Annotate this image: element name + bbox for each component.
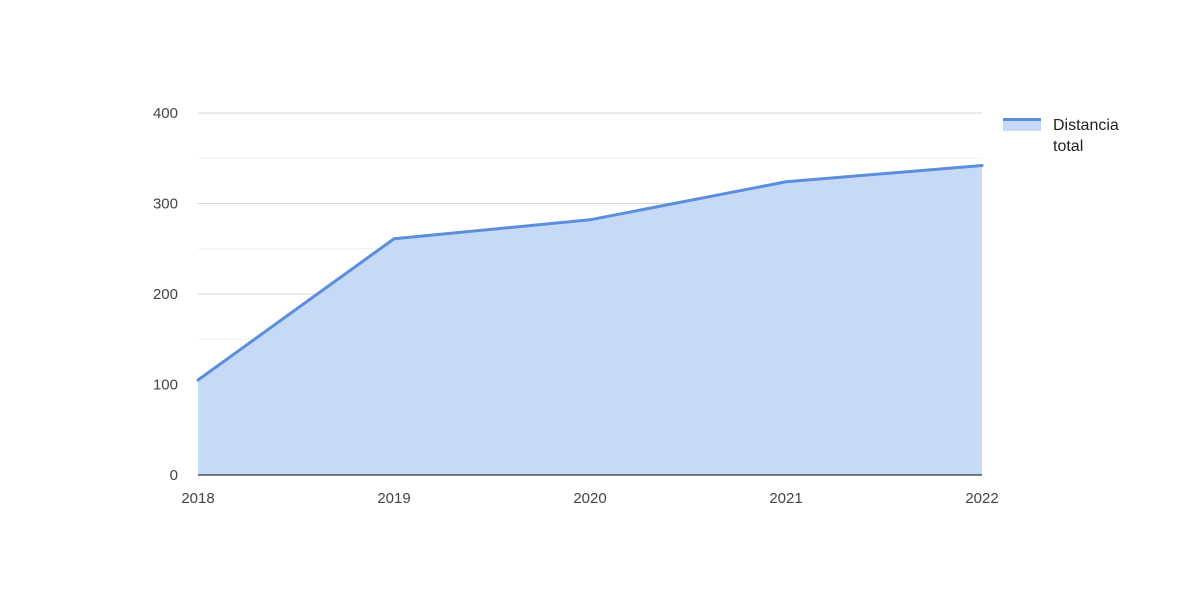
- y-tick-label: 200: [153, 286, 178, 303]
- x-tick-label: 2022: [965, 490, 998, 507]
- legend-label: Distancia total: [1053, 117, 1119, 155]
- x-axis-tick-labels: 2018 2019 2020 2021 2022: [181, 490, 998, 507]
- y-tick-label: 400: [153, 105, 178, 122]
- x-tick-label: 2019: [377, 490, 410, 507]
- legend: Distancia total: [1003, 117, 1119, 155]
- y-axis-tick-labels: 0 100 200 300 400: [153, 105, 178, 484]
- series-area-fill: [198, 165, 982, 476]
- y-tick-label: 300: [153, 196, 178, 213]
- legend-swatch: [1003, 118, 1041, 131]
- y-tick-label: 100: [153, 377, 178, 394]
- x-tick-label: 2018: [181, 490, 214, 507]
- series-line: [196, 163, 984, 382]
- x-tick-label: 2021: [769, 490, 802, 507]
- y-tick-label: 0: [170, 467, 178, 484]
- x-tick-label: 2020: [573, 490, 606, 507]
